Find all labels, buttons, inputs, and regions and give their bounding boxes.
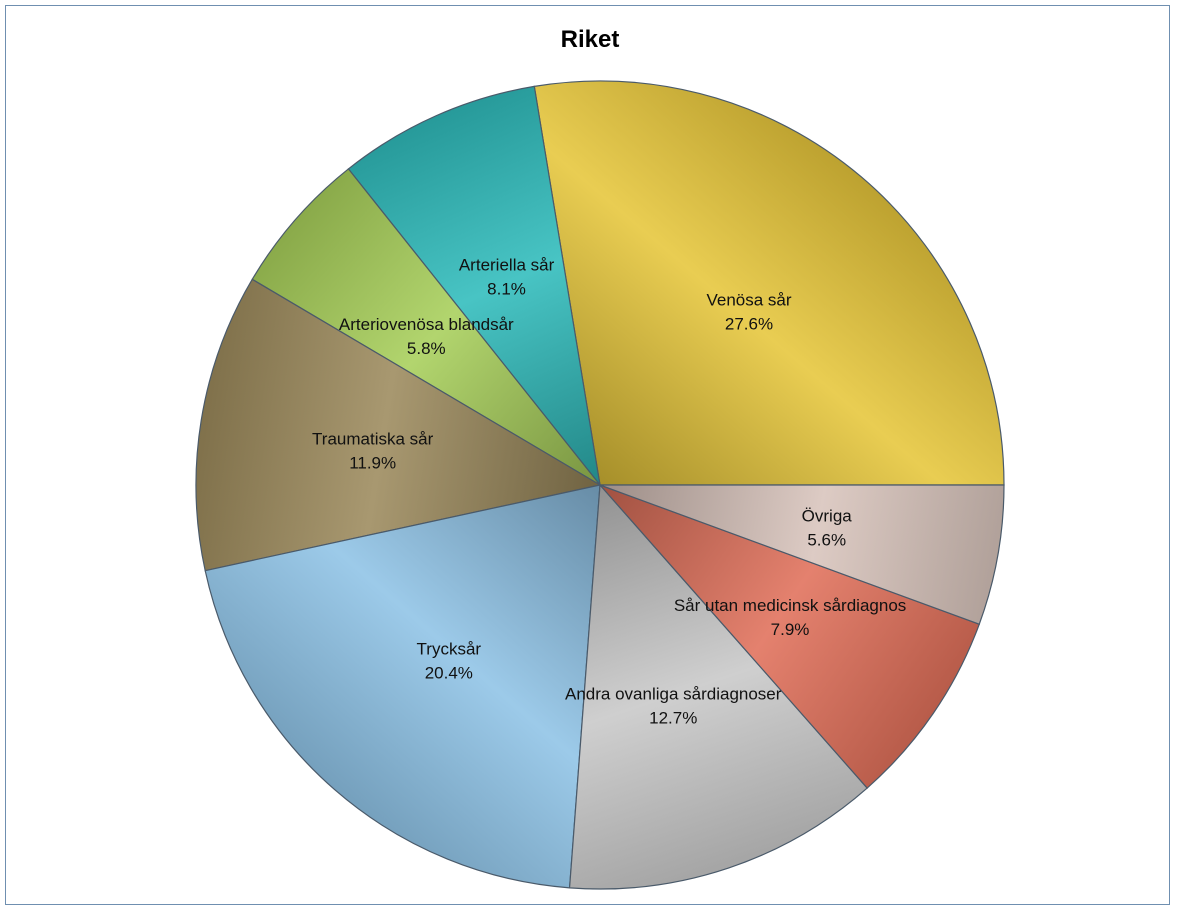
slice-label-andra-ovanliga-sardiagnoser: Andra ovanliga sårdiagnoser [565, 684, 782, 703]
slice-pct-ovriga: 5.6% [807, 530, 846, 549]
slice-pct-venosa-sar: 27.6% [725, 314, 773, 333]
slice-pct-sar-utan-medicinsk-sardiagnos: 7.9% [771, 620, 810, 639]
pie-slice-andra-ovanliga-sardiagnoser [568, 483, 869, 890]
slice-label-sar-utan-medicinsk-sardiagnos: Sår utan medicinsk sårdiagnos [674, 596, 906, 615]
slice-pct-andra-ovanliga-sardiagnoser: 12.7% [649, 708, 697, 727]
slice-pct-trycksar: 20.4% [425, 664, 473, 683]
slice-pct-traumatiska-sar: 11.9% [349, 453, 396, 472]
pie-slice-sar-utan-medicinsk-sardiagnos [599, 484, 981, 789]
pie-slice-arteriella-sar [347, 85, 601, 488]
slice-label-traumatiska-sar: Traumatiska sår [312, 429, 434, 448]
slice-label-trycksar: Trycksår [417, 640, 482, 659]
pie-slice-trycksar [204, 484, 601, 889]
slice-label-ovriga: Övriga [802, 506, 853, 525]
pie-slice-venosa-sar [533, 80, 1005, 486]
pie-slice-traumatiska-sar [195, 278, 602, 572]
slice-label-venosa-sar: Venösa sår [706, 290, 791, 309]
chart-title: Riket [560, 26, 620, 53]
slice-pct-arteriovenosa-blandsar: 5.8% [407, 339, 446, 358]
pie-slice-ovriga [599, 484, 1005, 626]
slice-label-arteriovenosa-blandsar: Arteriovenösa blandsår [339, 315, 514, 334]
slice-label-arteriella-sar: Arteriella sår [459, 256, 555, 275]
pie-slice-arteriovenosa-blandsar [251, 168, 601, 486]
slice-pct-arteriella-sar: 8.1% [487, 280, 526, 299]
